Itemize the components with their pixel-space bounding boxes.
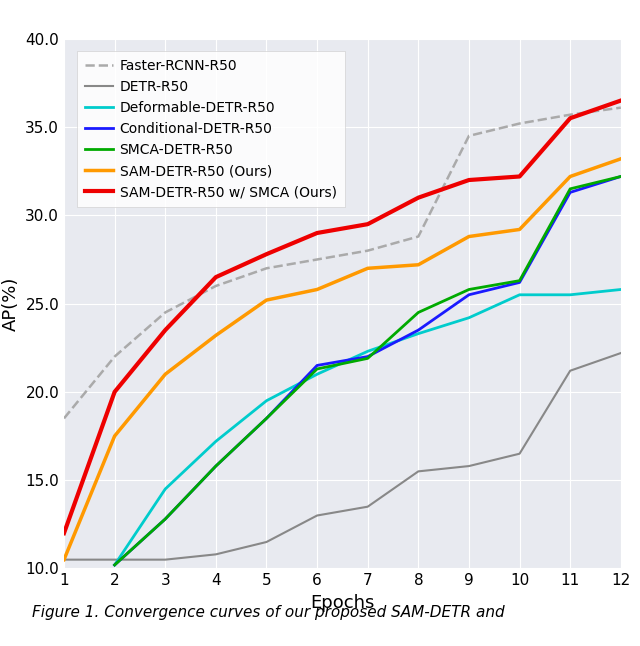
SMCA-DETR-R50 xyxy=(465,286,473,293)
Conditional-DETR-R50 xyxy=(212,462,220,470)
DETR-R50 xyxy=(111,556,118,563)
SAM-DETR-R50 w/ SMCA (Ours) xyxy=(364,220,372,228)
SAM-DETR-R50 (Ours) xyxy=(364,264,372,272)
SMCA-DETR-R50 xyxy=(111,561,118,569)
DETR-R50 xyxy=(60,556,68,563)
Conditional-DETR-R50 xyxy=(364,353,372,360)
Deformable-DETR-R50 xyxy=(111,561,118,569)
Deformable-DETR-R50 xyxy=(465,314,473,322)
Faster-RCNN-R50 xyxy=(465,132,473,140)
SMCA-DETR-R50 xyxy=(313,365,321,373)
DETR-R50 xyxy=(262,538,270,546)
Conditional-DETR-R50 xyxy=(516,278,524,286)
DETR-R50 xyxy=(212,550,220,558)
Conditional-DETR-R50 xyxy=(161,515,169,523)
X-axis label: Epochs: Epochs xyxy=(310,594,374,612)
SMCA-DETR-R50 xyxy=(617,172,625,180)
Faster-RCNN-R50 xyxy=(566,111,574,119)
Faster-RCNN-R50 xyxy=(364,247,372,255)
SAM-DETR-R50 (Ours) xyxy=(465,233,473,240)
SAM-DETR-R50 (Ours) xyxy=(212,331,220,339)
Faster-RCNN-R50 xyxy=(161,309,169,317)
SAM-DETR-R50 (Ours) xyxy=(161,370,169,378)
Conditional-DETR-R50 xyxy=(313,362,321,370)
Deformable-DETR-R50 xyxy=(262,397,270,404)
Faster-RCNN-R50 xyxy=(262,264,270,272)
Faster-RCNN-R50 xyxy=(617,104,625,112)
DETR-R50 xyxy=(566,367,574,375)
Line: Conditional-DETR-R50: Conditional-DETR-R50 xyxy=(115,176,621,565)
SMCA-DETR-R50 xyxy=(212,462,220,470)
SAM-DETR-R50 (Ours) xyxy=(415,261,422,269)
SAM-DETR-R50 w/ SMCA (Ours) xyxy=(262,250,270,258)
SMCA-DETR-R50 xyxy=(415,309,422,317)
SAM-DETR-R50 w/ SMCA (Ours) xyxy=(415,194,422,202)
Deformable-DETR-R50 xyxy=(313,370,321,378)
Deformable-DETR-R50 xyxy=(415,329,422,337)
SMCA-DETR-R50 xyxy=(516,276,524,284)
Deformable-DETR-R50 xyxy=(566,291,574,298)
Line: SAM-DETR-R50 w/ SMCA (Ours): SAM-DETR-R50 w/ SMCA (Ours) xyxy=(64,101,621,533)
DETR-R50 xyxy=(313,512,321,519)
Faster-RCNN-R50 xyxy=(415,233,422,240)
Deformable-DETR-R50 xyxy=(364,348,372,355)
SMCA-DETR-R50 xyxy=(262,415,270,422)
SAM-DETR-R50 (Ours) xyxy=(516,225,524,233)
Text: Figure 1. Convergence curves of our proposed SAM-DETR and: Figure 1. Convergence curves of our prop… xyxy=(32,605,504,620)
SAM-DETR-R50 w/ SMCA (Ours) xyxy=(60,529,68,537)
SAM-DETR-R50 (Ours) xyxy=(111,432,118,440)
Deformable-DETR-R50 xyxy=(516,291,524,298)
SAM-DETR-R50 w/ SMCA (Ours) xyxy=(465,176,473,184)
DETR-R50 xyxy=(516,450,524,457)
Conditional-DETR-R50 xyxy=(566,189,574,196)
Line: Deformable-DETR-R50: Deformable-DETR-R50 xyxy=(115,289,621,565)
SMCA-DETR-R50 xyxy=(364,355,372,362)
Faster-RCNN-R50 xyxy=(60,415,68,422)
SAM-DETR-R50 (Ours) xyxy=(313,286,321,293)
SAM-DETR-R50 w/ SMCA (Ours) xyxy=(617,97,625,105)
SAM-DETR-R50 (Ours) xyxy=(60,556,68,563)
Legend: Faster-RCNN-R50, DETR-R50, Deformable-DETR-R50, Conditional-DETR-R50, SMCA-DETR-: Faster-RCNN-R50, DETR-R50, Deformable-DE… xyxy=(77,51,345,207)
Y-axis label: AP(%): AP(%) xyxy=(2,276,20,331)
SAM-DETR-R50 (Ours) xyxy=(617,155,625,163)
SMCA-DETR-R50 xyxy=(161,515,169,523)
Conditional-DETR-R50 xyxy=(111,561,118,569)
Deformable-DETR-R50 xyxy=(161,485,169,493)
Faster-RCNN-R50 xyxy=(313,256,321,264)
Faster-RCNN-R50 xyxy=(516,120,524,127)
DETR-R50 xyxy=(617,349,625,357)
SAM-DETR-R50 w/ SMCA (Ours) xyxy=(516,172,524,180)
Faster-RCNN-R50 xyxy=(111,353,118,360)
SAM-DETR-R50 (Ours) xyxy=(262,297,270,304)
Conditional-DETR-R50 xyxy=(617,172,625,180)
Line: DETR-R50: DETR-R50 xyxy=(64,353,621,559)
Line: SMCA-DETR-R50: SMCA-DETR-R50 xyxy=(115,176,621,565)
Faster-RCNN-R50 xyxy=(212,282,220,290)
DETR-R50 xyxy=(161,556,169,563)
Line: Faster-RCNN-R50: Faster-RCNN-R50 xyxy=(64,108,621,419)
DETR-R50 xyxy=(465,462,473,470)
SAM-DETR-R50 w/ SMCA (Ours) xyxy=(111,388,118,396)
SAM-DETR-R50 w/ SMCA (Ours) xyxy=(566,114,574,122)
Conditional-DETR-R50 xyxy=(465,291,473,298)
Conditional-DETR-R50 xyxy=(415,326,422,334)
SAM-DETR-R50 w/ SMCA (Ours) xyxy=(313,229,321,237)
DETR-R50 xyxy=(415,468,422,475)
SAM-DETR-R50 w/ SMCA (Ours) xyxy=(212,273,220,281)
Conditional-DETR-R50 xyxy=(262,415,270,422)
SAM-DETR-R50 (Ours) xyxy=(566,172,574,180)
Line: SAM-DETR-R50 (Ours): SAM-DETR-R50 (Ours) xyxy=(64,159,621,559)
Deformable-DETR-R50 xyxy=(212,437,220,445)
DETR-R50 xyxy=(364,503,372,510)
Deformable-DETR-R50 xyxy=(617,286,625,293)
SMCA-DETR-R50 xyxy=(566,185,574,193)
SAM-DETR-R50 w/ SMCA (Ours) xyxy=(161,326,169,334)
